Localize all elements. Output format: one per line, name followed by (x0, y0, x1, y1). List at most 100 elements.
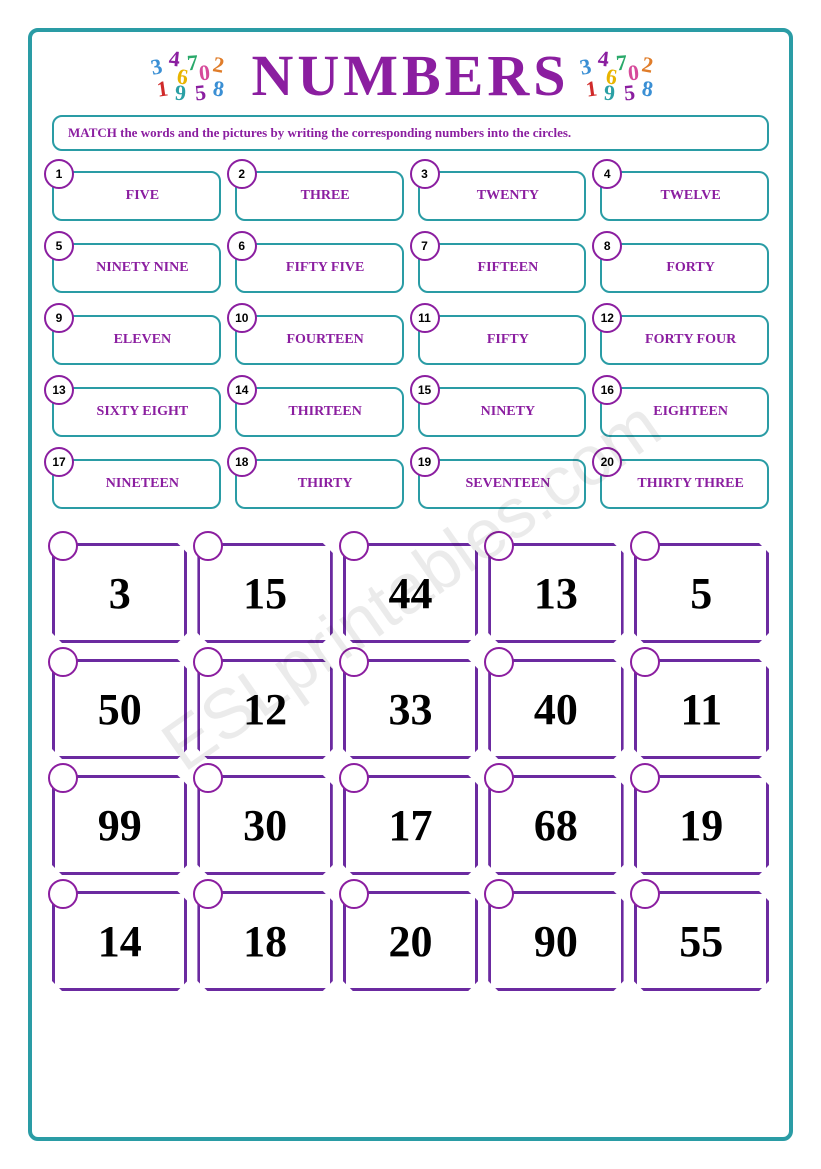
word-card: 15NINETY (418, 387, 587, 437)
answer-circle[interactable] (339, 879, 369, 909)
word-index-circle: 12 (592, 303, 622, 333)
number-card: 90 (488, 891, 623, 991)
number-card-wrap: 90 (488, 891, 623, 991)
answer-circle[interactable] (630, 763, 660, 793)
word-label: TWENTY (477, 188, 539, 204)
answer-circle[interactable] (484, 763, 514, 793)
answer-circle[interactable] (484, 879, 514, 909)
word-label: NINETEEN (106, 476, 179, 492)
number-card: 3 (52, 543, 187, 643)
number-value: 19 (679, 800, 723, 851)
word-label: NINETY (481, 404, 535, 420)
number-card-wrap: 13 (488, 543, 623, 643)
number-card: 17 (343, 775, 478, 875)
number-card: 30 (197, 775, 332, 875)
word-card: 10FOURTEEN (235, 315, 404, 365)
word-index-circle: 17 (44, 447, 74, 477)
number-card: 50 (52, 659, 187, 759)
deco-digit: 2 (211, 51, 226, 79)
number-card: 14 (52, 891, 187, 991)
number-value: 14 (98, 916, 142, 967)
word-card: 8FORTY (600, 243, 769, 293)
answer-circle[interactable] (484, 647, 514, 677)
number-card-wrap: 5 (634, 543, 769, 643)
number-card: 18 (197, 891, 332, 991)
number-value: 18 (243, 916, 287, 967)
word-label: FIVE (126, 188, 159, 204)
word-index-circle: 1 (44, 159, 74, 189)
answer-circle[interactable] (339, 763, 369, 793)
number-card: 12 (197, 659, 332, 759)
deco-digit: 1 (156, 75, 171, 102)
answer-circle[interactable] (48, 763, 78, 793)
answer-circle[interactable] (339, 647, 369, 677)
word-label: NINETY NINE (96, 260, 188, 276)
number-card-wrap: 18 (197, 891, 332, 991)
word-label: FORTY FOUR (645, 332, 736, 348)
number-card-wrap: 20 (343, 891, 478, 991)
deco-digit: 9 (603, 79, 616, 106)
number-value: 90 (534, 916, 578, 967)
word-card: 17NINETEEN (52, 459, 221, 509)
number-card: 68 (488, 775, 623, 875)
number-value: 17 (388, 800, 432, 851)
number-decoration-right: 3476021958 (580, 46, 670, 106)
word-index-circle: 8 (592, 231, 622, 261)
deco-digit: 9 (175, 79, 188, 106)
word-card: 18THIRTY (235, 459, 404, 509)
answer-circle[interactable] (630, 879, 660, 909)
answer-circle[interactable] (630, 531, 660, 561)
word-label: FOURTEEN (286, 332, 363, 348)
word-label: FIFTEEN (478, 260, 539, 276)
number-card: 44 (343, 543, 478, 643)
word-index-circle: 19 (410, 447, 440, 477)
word-index-circle: 18 (227, 447, 257, 477)
outer-frame: ESLprintables.com 3476021958 NUMBERS 347… (28, 28, 793, 1141)
word-index-circle: 16 (592, 375, 622, 405)
answer-circle[interactable] (48, 647, 78, 677)
number-value: 55 (679, 916, 723, 967)
instruction-text: MATCH the words and the pictures by writ… (68, 125, 753, 141)
word-card: 19SEVENTEEN (418, 459, 587, 509)
word-card: 5NINETY NINE (52, 243, 221, 293)
number-card-wrap: 11 (634, 659, 769, 759)
number-value: 44 (388, 568, 432, 619)
answer-circle[interactable] (48, 879, 78, 909)
number-card-wrap: 14 (52, 891, 187, 991)
answer-circle[interactable] (48, 531, 78, 561)
word-label: FIFTY FIVE (286, 260, 364, 276)
word-card: 11FIFTY (418, 315, 587, 365)
word-card: 6FIFTY FIVE (235, 243, 404, 293)
number-card-wrap: 50 (52, 659, 187, 759)
number-value: 11 (681, 684, 723, 735)
word-label: EIGHTEEN (653, 404, 728, 420)
deco-digit: 2 (639, 51, 654, 79)
word-card: 7FIFTEEN (418, 243, 587, 293)
number-card-wrap: 3 (52, 543, 187, 643)
word-card: 9ELEVEN (52, 315, 221, 365)
word-card: 4TWELVE (600, 171, 769, 221)
answer-circle[interactable] (484, 531, 514, 561)
number-value: 20 (388, 916, 432, 967)
number-value: 15 (243, 568, 287, 619)
number-value: 50 (98, 684, 142, 735)
answer-circle[interactable] (339, 531, 369, 561)
answer-circle[interactable] (630, 647, 660, 677)
word-cards-grid: 1FIVE2THREE3TWENTY4TWELVE5NINETY NINE6FI… (50, 165, 771, 519)
number-card: 33 (343, 659, 478, 759)
number-card-wrap: 68 (488, 775, 623, 875)
number-value: 68 (534, 800, 578, 851)
number-card: 20 (343, 891, 478, 991)
word-label: SIXTY EIGHT (97, 404, 189, 420)
word-index-circle: 3 (410, 159, 440, 189)
word-label: THIRTY (298, 476, 353, 492)
number-value: 99 (98, 800, 142, 851)
number-value: 5 (690, 568, 712, 619)
number-card-wrap: 15 (197, 543, 332, 643)
page-title: NUMBERS (251, 42, 569, 109)
word-label: THIRTY THREE (637, 476, 743, 492)
number-decoration-left: 3476021958 (151, 46, 241, 106)
number-card-wrap: 19 (634, 775, 769, 875)
deco-digit: 1 (584, 75, 599, 102)
word-index-circle: 13 (44, 375, 74, 405)
